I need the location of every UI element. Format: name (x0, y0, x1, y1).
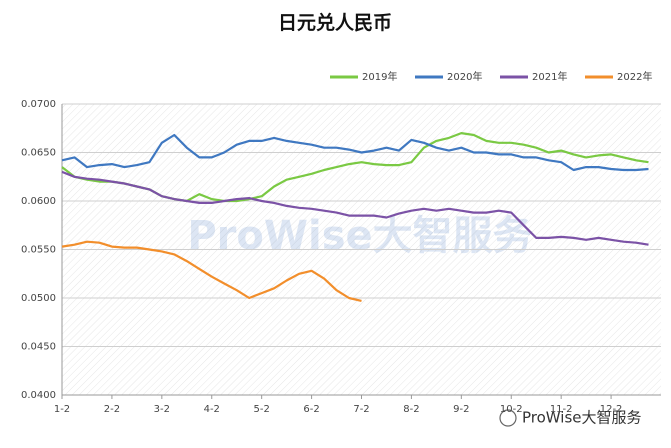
x-tick-label: 4-2 (204, 404, 220, 415)
brand-icon (499, 409, 517, 427)
x-tick-label: 11-2 (550, 404, 573, 415)
x-tick-label: 10-2 (500, 404, 523, 415)
legend-label: 2021年 (532, 70, 567, 83)
legend-label: 2020年 (447, 70, 482, 83)
x-tick-label: 2-2 (104, 404, 120, 415)
legend-label: 2022年 (617, 70, 652, 83)
x-tick-label: 12-2 (600, 404, 623, 415)
x-tick-label: 3-2 (154, 404, 170, 415)
y-tick-label: 0.0450 (21, 342, 56, 353)
x-tick-label: 6-2 (303, 404, 319, 415)
y-tick-label: 0.0600 (21, 196, 56, 207)
x-tick-label: 7-2 (353, 404, 369, 415)
series-line (61, 240, 362, 302)
legend-label: 2019年 (362, 70, 397, 83)
footer-brand: ProWise大智服务 (522, 409, 642, 427)
x-tick-label: 1-2 (54, 404, 70, 415)
x-tick-label: 9-2 (453, 404, 469, 415)
watermark: ProWise大智服务 (187, 213, 532, 259)
x-tick-label: 8-2 (403, 404, 419, 415)
series-line (61, 133, 649, 172)
y-tick-label: 0.0650 (21, 148, 56, 159)
y-tick-label: 0.0500 (21, 293, 56, 304)
y-tick-label: 0.0550 (21, 245, 56, 256)
x-tick-label: 5-2 (253, 404, 269, 415)
series-line (61, 170, 649, 246)
y-tick-label: 0.0400 (21, 390, 56, 401)
y-tick-label: 0.0700 (21, 99, 56, 110)
chart-title: 日元兑人民币 (278, 11, 392, 34)
